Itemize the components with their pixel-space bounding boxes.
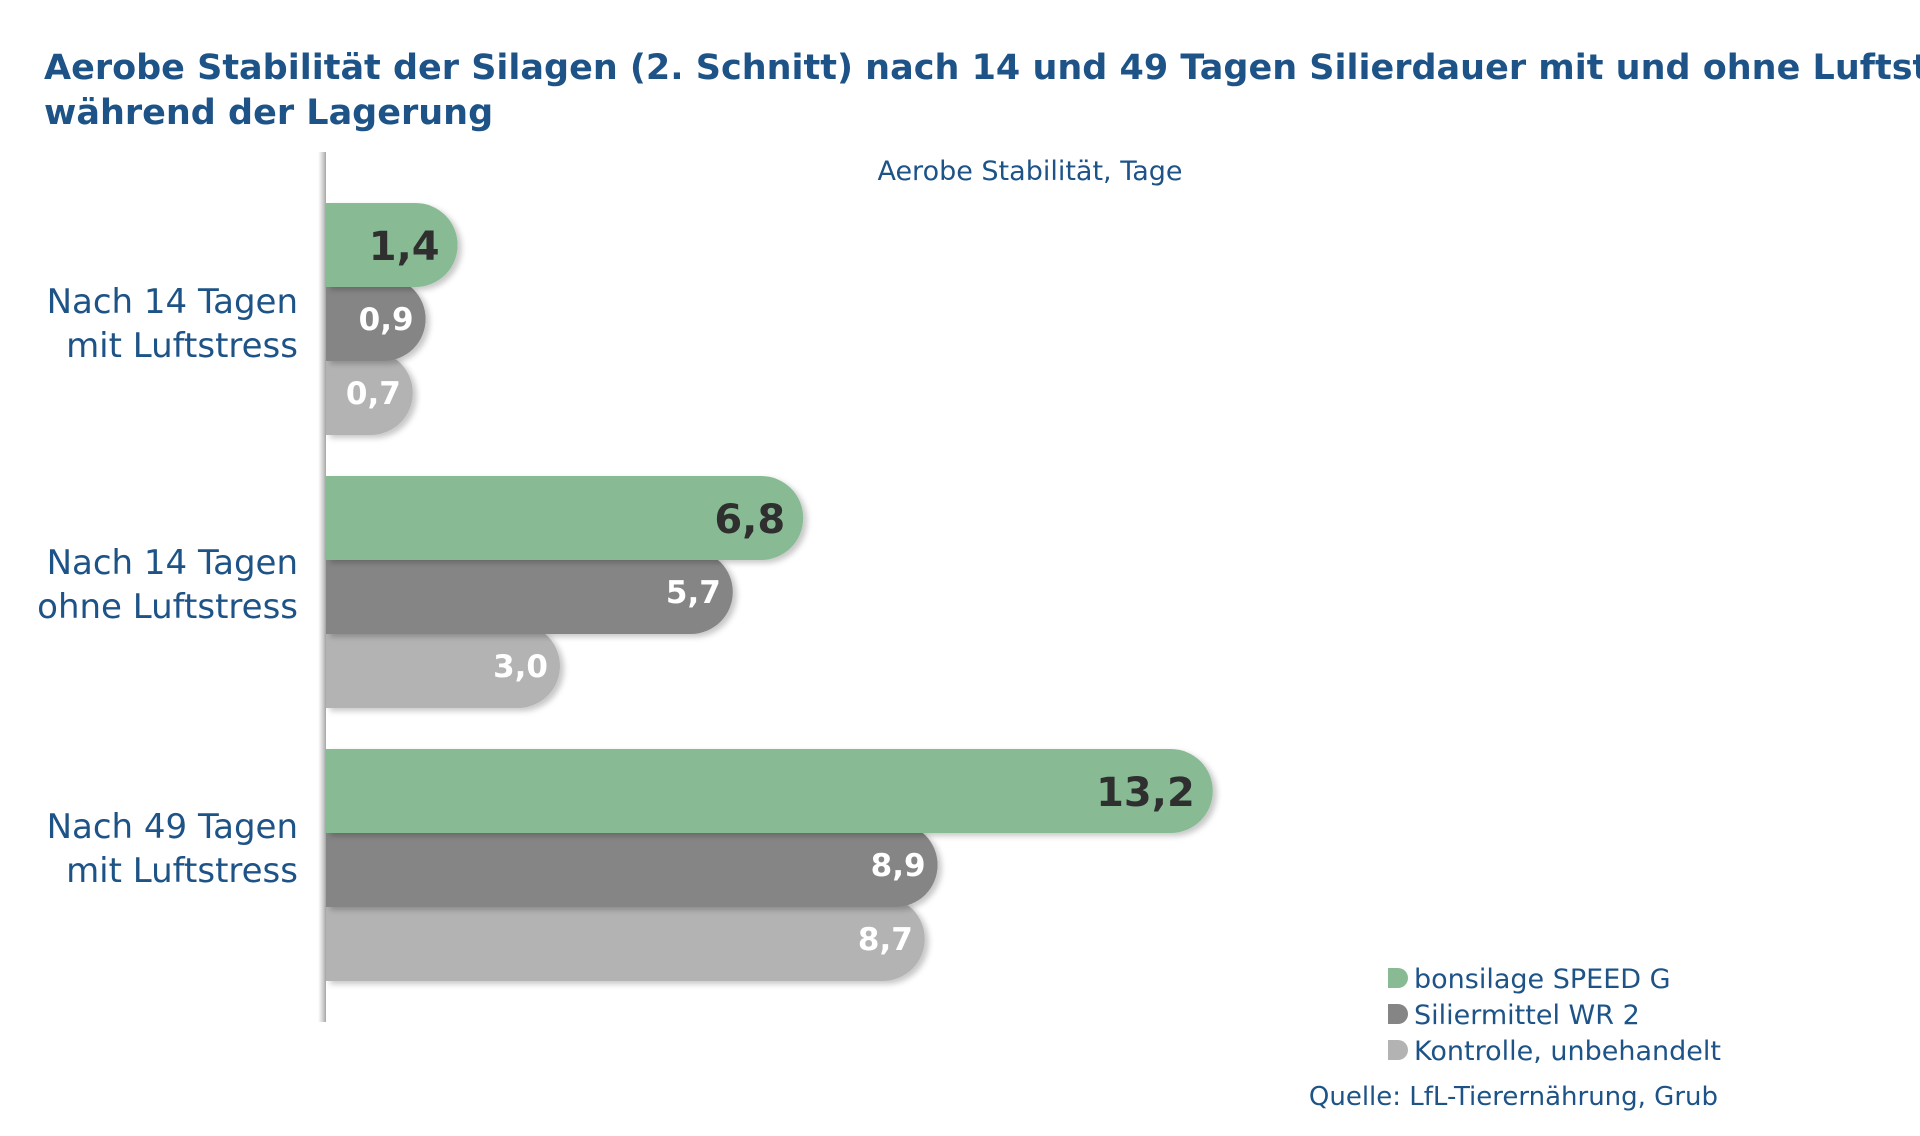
bar-3-cat-2 [326, 624, 560, 708]
value-label-2-cat-1: 0,9 [359, 302, 414, 338]
category-label-1-line-1: Nach 14 Tagen [47, 282, 298, 322]
category-label-3-line-1: Nach 49 Tagen [47, 807, 298, 847]
chart-title-line-2: während der Lagerung [44, 93, 493, 133]
legend-swatch-3 [1388, 1040, 1408, 1060]
legend-label-3: Kontrolle, unbehandelt [1414, 1036, 1721, 1067]
bar-2-cat-2 [326, 550, 733, 634]
bar-2-cat-1 [326, 277, 426, 361]
x-axis-title: Aerobe Stabilität, Tage [877, 156, 1182, 187]
value-label-3-cat-2: 3,0 [493, 649, 548, 685]
bar-1-cat-2 [326, 476, 804, 560]
value-label-1-cat-3: 13,2 [1096, 770, 1195, 816]
value-label-1-cat-2: 6,8 [714, 497, 785, 543]
bar-3-cat-3 [326, 897, 925, 981]
value-label-3-cat-3: 8,7 [858, 922, 913, 958]
legend-label-2: Siliermittel WR 2 [1414, 1000, 1640, 1031]
y-axis-line [318, 152, 326, 1022]
chart-title-line-1: Aerobe Stabilität der Silagen (2. Schnit… [44, 48, 1920, 88]
source-note: Quelle: LfL-Tierernährung, Grub [1309, 1082, 1718, 1112]
bar-3-cat-1 [326, 351, 413, 435]
category-label-2-line-2: ohne Luftstress [37, 587, 298, 627]
value-label-3-cat-1: 0,7 [346, 376, 401, 412]
category-label-1-line-2: mit Luftstress [66, 326, 298, 366]
legend-swatch-1 [1388, 968, 1408, 988]
legend: bonsilage SPEED G Siliermittel WR 2 Kontro… [1388, 964, 1721, 1067]
chart-title: Aerobe Stabilität der Silagen (2. Schnit… [44, 48, 1920, 133]
bar-1-cat-1 [326, 203, 458, 287]
bars-layer: 1,4 0,9 0,7 6,8 5,7 3,0 13,2 8,9 8,7 [326, 203, 1213, 981]
category-label-3-line-2: mit Luftstress [66, 851, 298, 891]
value-label-1-cat-1: 1,4 [369, 224, 440, 270]
legend-label-1: bonsilage SPEED G [1414, 964, 1671, 995]
value-label-2-cat-2: 5,7 [666, 575, 721, 611]
bar-2-cat-3 [326, 823, 938, 907]
value-label-2-cat-3: 8,9 [871, 848, 926, 884]
bar-1-cat-3 [326, 749, 1213, 833]
category-label-2-line-1: Nach 14 Tagen [47, 543, 298, 583]
legend-swatch-2 [1388, 1004, 1408, 1024]
